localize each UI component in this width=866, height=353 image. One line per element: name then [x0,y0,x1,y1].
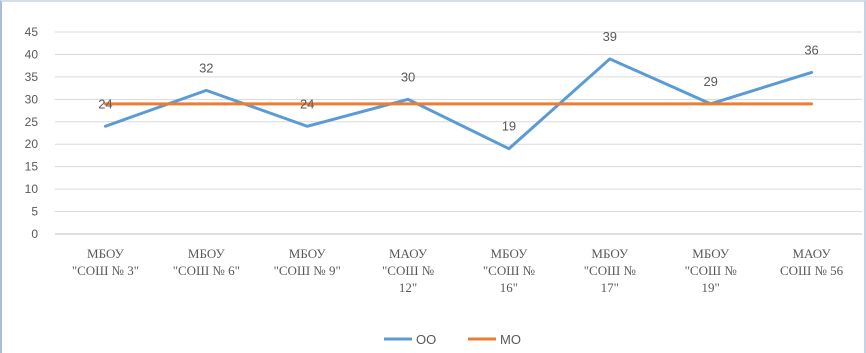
data-label: 19 [502,119,516,134]
x-category-label: МБОУ "СОШ № 19" [685,246,737,295]
data-labels: 24 32 24 30 19 39 29 36 [98,29,819,134]
y-tick-label: 35 [25,70,39,84]
x-category-label: МБОУ "СОШ № 16" [483,246,535,295]
data-label: 24 [300,96,314,111]
data-label: 39 [603,29,617,44]
x-category-label: МБОУ "СОШ № 9" [274,246,341,278]
series-lines [103,57,814,151]
data-label: 29 [703,74,717,89]
gridlines [55,31,862,213]
x-category-label: МБОУ "СОШ № 3" [72,246,139,278]
data-label: 32 [199,60,213,75]
y-tick-label: 0 [31,227,38,241]
y-tick-label: 20 [25,137,39,151]
y-tick-label: 25 [25,115,39,129]
legend-label: ОО [416,332,436,347]
x-category-label: МБОУ "СОШ № 17" [584,246,636,295]
y-tick-label: 15 [25,160,39,174]
x-axis-category-labels: МБОУ "СОШ № 3" МБОУ "СОШ № 6" МБОУ "СОШ № 9" М… [72,246,844,295]
y-tick-label: 45 [25,25,39,39]
y-tick-label: 40 [25,47,39,61]
legend: ОО МО [384,332,521,347]
data-label: 30 [401,69,415,84]
y-tick-label: 10 [25,182,39,196]
x-category-label: МАОУ "СОШ № 12" [382,246,434,295]
data-label: 24 [98,96,112,111]
x-category-label: МАОУ СОШ № 56 [780,246,844,278]
data-label: 36 [804,42,818,57]
series-line-oo [103,57,814,151]
legend-label: МО [500,332,521,347]
x-category-label: МБОУ "СОШ № 6" [173,246,240,278]
y-axis-tick-labels: 0 5 10 15 20 25 30 35 40 45 [25,25,39,241]
y-tick-label: 30 [25,92,39,106]
y-tick-label: 5 [31,205,38,219]
